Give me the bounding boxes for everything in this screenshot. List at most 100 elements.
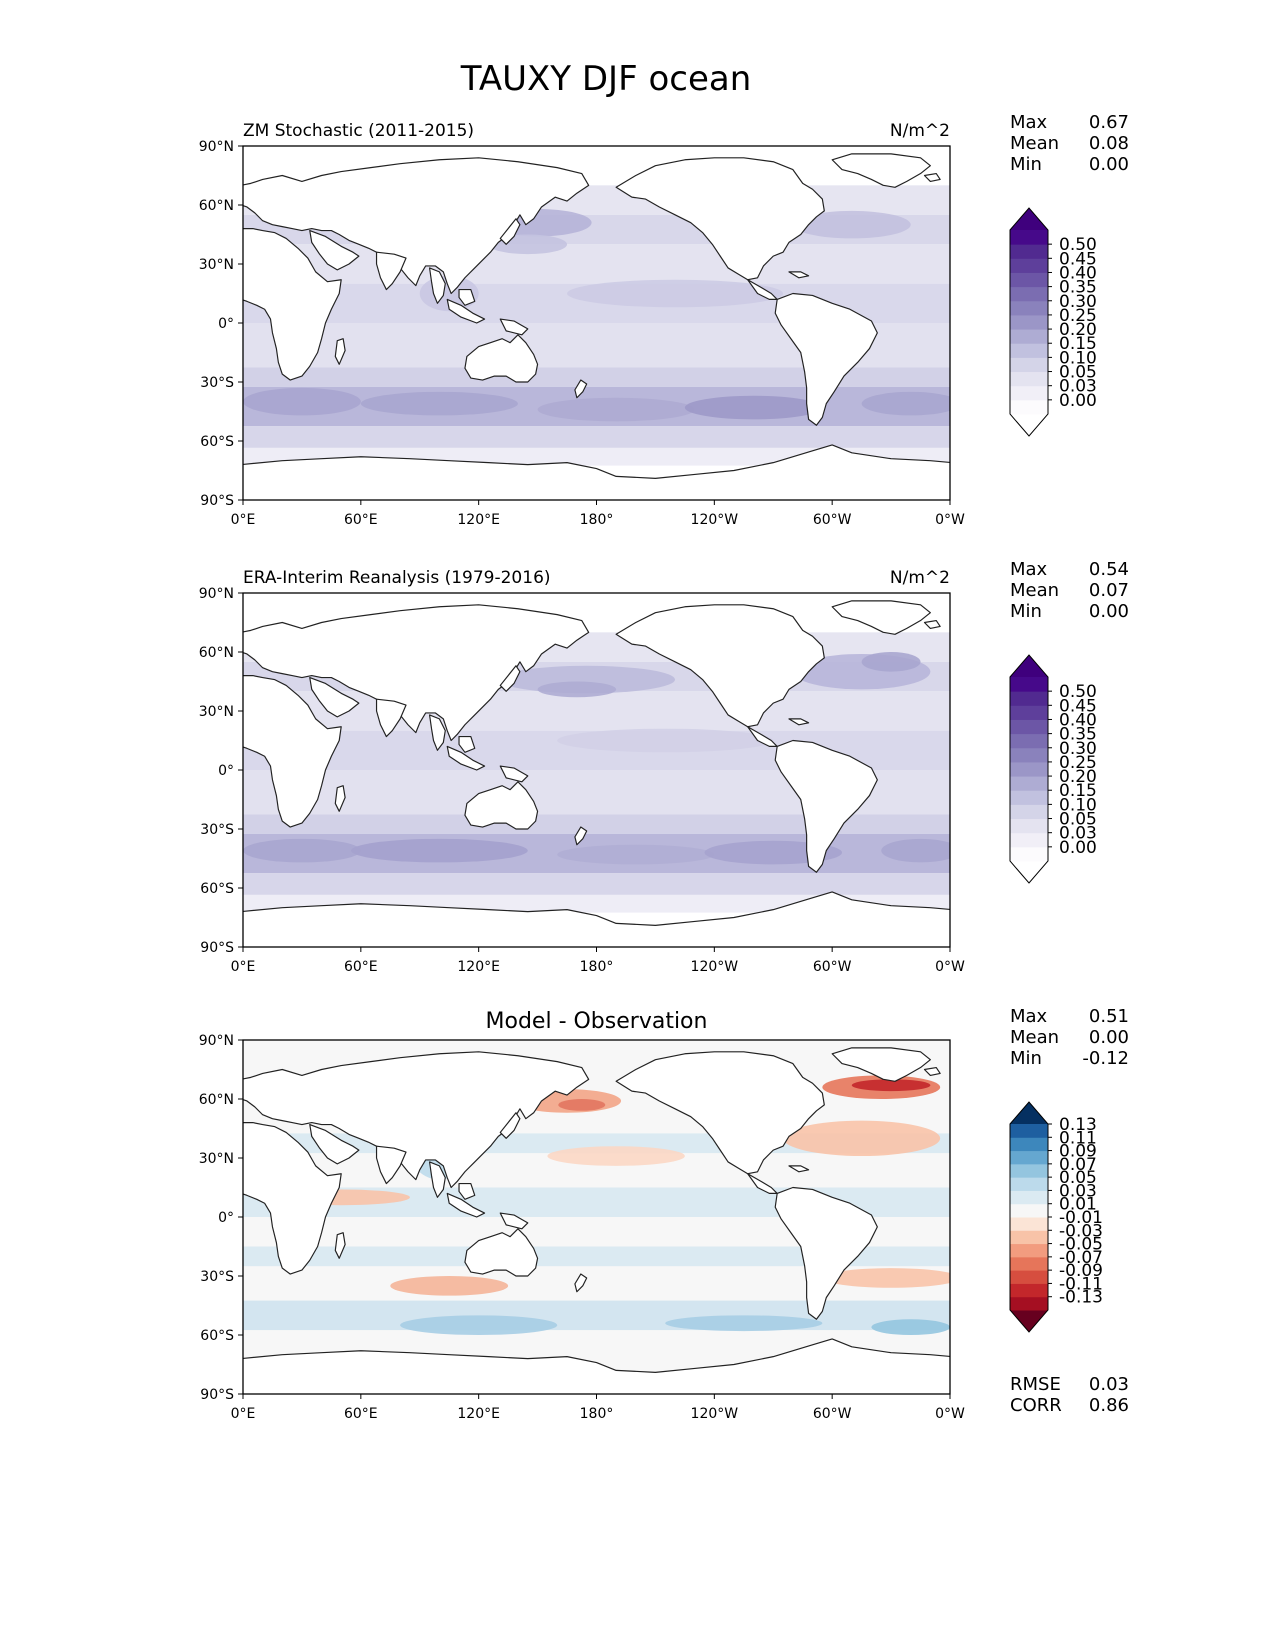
colorbar-segment <box>1010 1256 1048 1271</box>
colorbar-segment <box>1010 846 1048 862</box>
colorbar-reference: 0.000.030.050.100.150.200.250.300.350.40… <box>1009 654 1097 884</box>
colorbar-segment <box>1010 804 1048 820</box>
colorbar-segment <box>1010 286 1048 302</box>
lon-tick-label: 120°W <box>691 959 739 975</box>
colorbar-segment <box>1010 343 1048 358</box>
stat-mean-value: 0.00 <box>1089 1027 1129 1048</box>
lat-tick-label: 90°S <box>200 493 234 509</box>
lat-tick-label: 0° <box>218 316 234 332</box>
lat-tick-label: 0° <box>218 1210 234 1226</box>
colorbar-level-label: 0.01 <box>1059 1195 1097 1215</box>
stat-mean-label: Mean <box>1010 580 1059 601</box>
rmse-label: RMSE <box>1010 1374 1061 1395</box>
lon-tick-label: 120°E <box>457 1406 500 1422</box>
colorbar-segment <box>1010 1217 1048 1231</box>
colorbar-segment <box>1010 329 1048 344</box>
colorbar-segment <box>1010 258 1048 273</box>
stat-min-label: Min <box>1010 154 1042 175</box>
stat-max-label: Max <box>1010 112 1048 133</box>
colorbar-segment <box>1010 1190 1048 1205</box>
colorbar-level-label: 0.35 <box>1059 278 1097 298</box>
lon-tick-label: 60°E <box>344 959 378 975</box>
colorbar-level-label: 0.00 <box>1059 391 1097 411</box>
colorbar-segment <box>1010 300 1048 316</box>
stat-mean-label: Mean <box>1010 133 1059 154</box>
lon-tick-label: 0°W <box>935 959 965 975</box>
colorbar-segment <box>1010 677 1048 692</box>
colorbar-segment <box>1010 357 1048 373</box>
panel-diff: 90°N 60°N 30°N 0° 30°S 60°S 90°S 0°E 60°E 120°E 18… <box>199 1006 1129 1422</box>
colorbar-level-label: 0.45 <box>1059 249 1097 269</box>
colorbar-level-label: 0.25 <box>1059 753 1097 773</box>
colorbar-level-label: 0.50 <box>1059 235 1097 255</box>
colorbar-level-label: 0.50 <box>1059 682 1097 702</box>
lat-tick-label: 90°S <box>200 940 234 956</box>
colorbar-segment <box>1010 272 1048 288</box>
panel-left-title: ERA-Interim Reanalysis (1979-2016) <box>243 568 551 588</box>
colorbar-level-label: 0.30 <box>1059 292 1097 312</box>
colorbar-segment <box>1010 1203 1048 1218</box>
colorbar-level-label: 0.03 <box>1059 377 1097 397</box>
colorbar-segment <box>1010 244 1048 259</box>
colorbar-level-label: 0.13 <box>1059 1115 1097 1135</box>
colorbar-level-label: 0.05 <box>1059 810 1097 830</box>
colorbar-level-label: 0.05 <box>1059 1168 1097 1188</box>
colorbar-segment <box>1010 832 1048 848</box>
colorbar-segment <box>1010 371 1048 387</box>
panels: 90°N 60°N 30°N 0° 30°S 60°S 90°S 0°E 60°E 120°E 18… <box>199 112 1129 1422</box>
colorbar-level-label: -0.09 <box>1059 1261 1103 1281</box>
stat-max-value: 0.54 <box>1089 559 1129 580</box>
colorbar-segment <box>1010 399 1048 415</box>
lat-tick-label: 60°S <box>200 881 234 897</box>
lon-tick-label: 120°W <box>691 1406 739 1422</box>
stat-min-value: -0.12 <box>1082 1048 1129 1069</box>
lat-tick-label: 90°N <box>199 586 234 602</box>
colorbar-segment <box>1010 1150 1048 1165</box>
colorbar-level-label: 0.10 <box>1059 795 1097 815</box>
colorbar-level-label: 0.40 <box>1059 263 1097 283</box>
stat-max-label: Max <box>1010 1006 1048 1027</box>
colorbar-segment <box>1010 1230 1048 1245</box>
colorbar-segment <box>1010 818 1048 834</box>
stat-min-label: Min <box>1010 1048 1042 1069</box>
panel-center-title: Model - Observation <box>486 1009 708 1034</box>
lat-tick-label: 60°N <box>199 645 234 661</box>
stat-mean-value: 0.07 <box>1089 580 1129 601</box>
panel-units: N/m^2 <box>890 568 950 588</box>
map-reference <box>243 593 950 947</box>
lat-tick-label: 30°N <box>199 257 234 273</box>
lon-tick-label: 0°W <box>935 1406 965 1422</box>
colorbar-segment <box>1010 1283 1048 1298</box>
lat-tick-label: 30°S <box>200 822 234 838</box>
lat-tick-label: 90°S <box>200 1387 234 1403</box>
colorbar-level-label: 0.20 <box>1059 320 1097 340</box>
colorbar-level-label: 0.25 <box>1059 306 1097 326</box>
colorbar-segment <box>1010 1124 1048 1138</box>
lat-tick-label: 0° <box>218 763 234 779</box>
lat-tick-label: 60°S <box>200 1328 234 1344</box>
colorbar-level-label: 0.30 <box>1059 739 1097 759</box>
lon-tick-label: 60°W <box>813 959 852 975</box>
lon-tick-label: 0°E <box>231 1406 256 1422</box>
colorbar-segment <box>1010 733 1048 749</box>
rmse-value: 0.03 <box>1089 1374 1129 1395</box>
stat-min-label: Min <box>1010 601 1042 622</box>
lat-tick-label: 90°N <box>199 139 234 155</box>
stat-min-value: 0.00 <box>1089 154 1129 175</box>
lon-tick-label: 120°E <box>457 959 500 975</box>
colorbar-segment <box>1010 1163 1048 1178</box>
colorbar-segment <box>1010 230 1048 245</box>
figure-title: TAUXY DJF ocean <box>460 59 752 99</box>
stat-min-value: 0.00 <box>1089 601 1129 622</box>
colorbar-level-label: -0.11 <box>1059 1274 1103 1294</box>
colorbar-diff: -0.13-0.11-0.09-0.07-0.05-0.03-0.010.010… <box>1009 1101 1103 1333</box>
panel-units: N/m^2 <box>890 121 950 141</box>
colorbar-segment <box>1010 1243 1048 1258</box>
lon-tick-label: 0°E <box>231 959 256 975</box>
colorbar-segment <box>1010 776 1048 791</box>
lon-tick-label: 180° <box>580 512 614 528</box>
colorbar-segment <box>1010 1137 1048 1152</box>
colorbar-segment <box>1010 747 1048 763</box>
lat-tick-label: 60°S <box>200 434 234 450</box>
colorbar-level-label: 0.09 <box>1059 1142 1097 1162</box>
